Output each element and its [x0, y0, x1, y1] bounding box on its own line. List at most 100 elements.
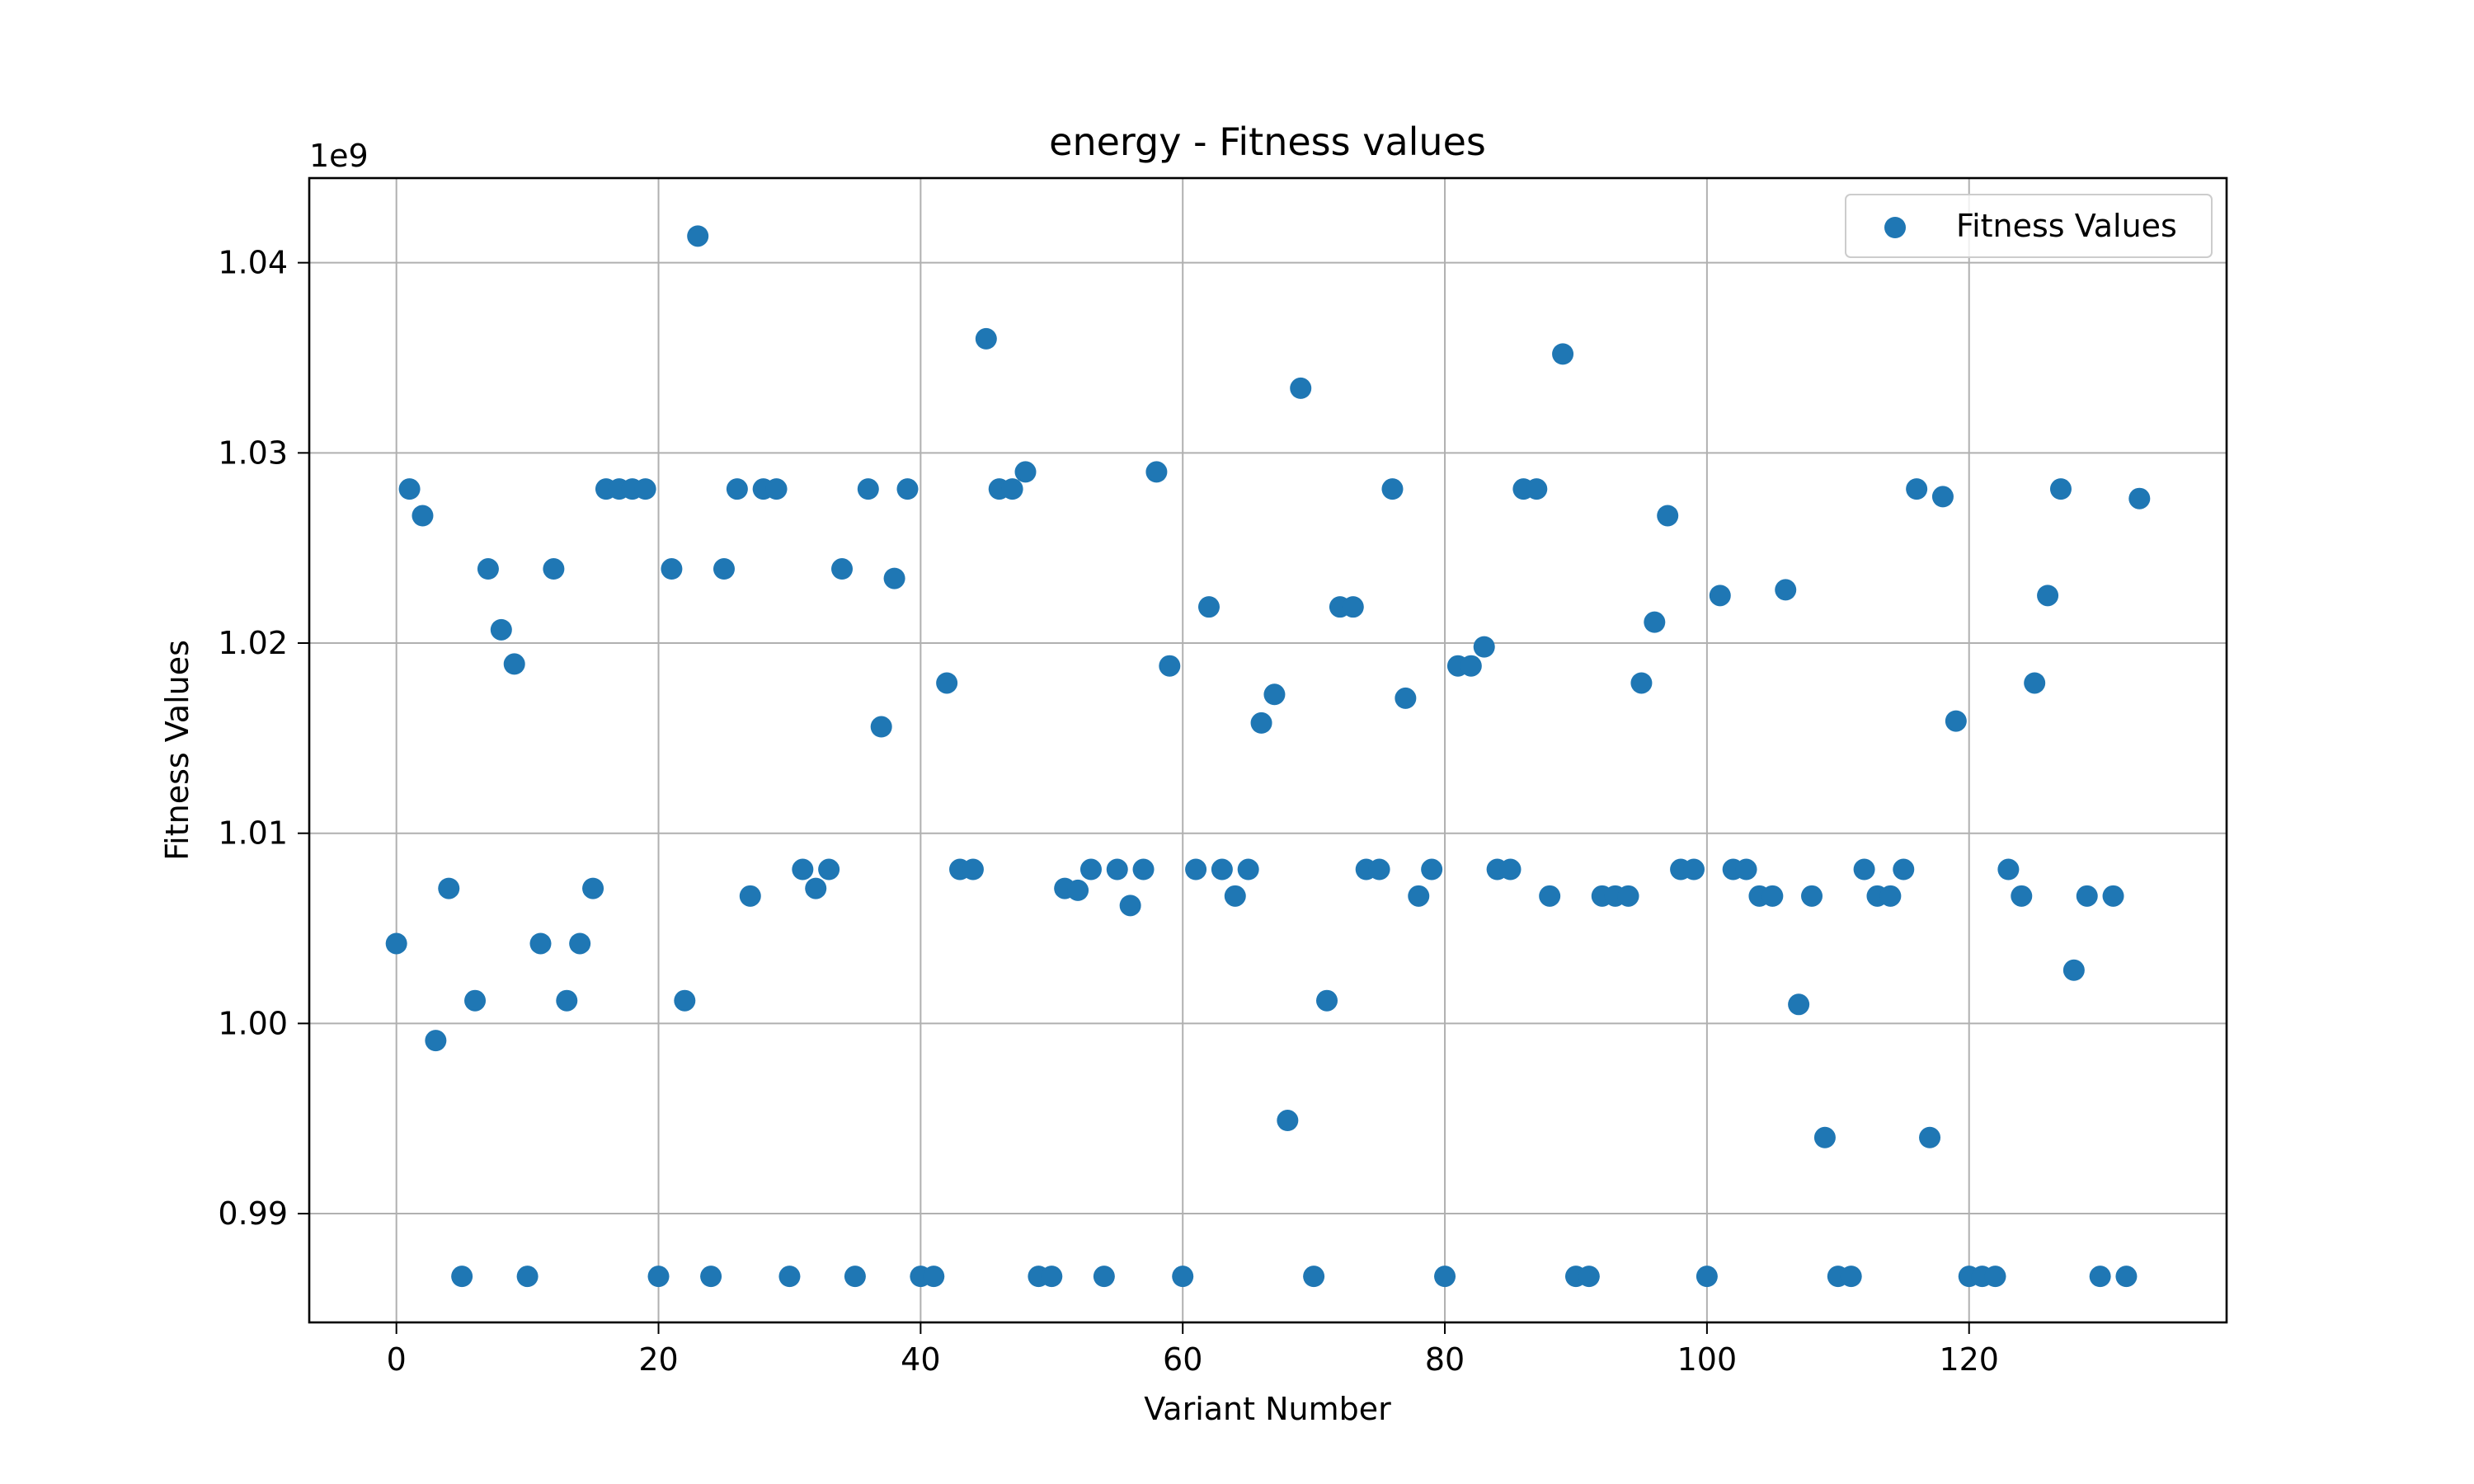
data-point	[543, 558, 565, 580]
data-point	[2089, 1266, 2111, 1288]
data-point	[1316, 989, 1338, 1012]
data-point	[556, 989, 578, 1012]
data-point	[1879, 885, 1902, 907]
data-point	[687, 225, 709, 247]
data-point	[647, 1266, 670, 1288]
legend-box	[1845, 194, 2213, 258]
data-point	[923, 1266, 945, 1288]
data-point	[2037, 585, 2059, 607]
data-point	[831, 558, 854, 580]
data-point	[385, 932, 407, 955]
data-point	[792, 858, 814, 881]
y-tick-label: 1.04	[218, 245, 288, 281]
data-point	[896, 478, 919, 500]
x-axis-ticks: 0 20 40 60 80 100 120	[387, 1322, 1999, 1378]
data-point	[1067, 879, 1089, 901]
data-point	[1813, 1126, 1836, 1148]
data-point	[1997, 858, 2020, 881]
data-point	[1145, 461, 1168, 483]
data-point	[1945, 710, 1967, 732]
data-point	[1172, 1266, 1194, 1288]
y-tick-label: 1.00	[218, 1005, 288, 1041]
data-point	[883, 567, 905, 589]
data-point	[1277, 1110, 1299, 1132]
data-point	[1211, 858, 1233, 881]
data-point	[1263, 683, 1286, 706]
data-point	[1014, 461, 1037, 483]
data-point	[2049, 478, 2072, 500]
data-point	[634, 478, 656, 500]
data-point	[1368, 858, 1390, 881]
data-point	[451, 1266, 473, 1288]
data-point	[1197, 596, 1220, 618]
data-point	[1919, 1126, 1941, 1148]
data-point	[1224, 885, 1246, 907]
data-point	[1119, 895, 1141, 917]
x-tick-label: 60	[1163, 1341, 1202, 1378]
data-point	[1106, 858, 1128, 881]
data-point	[464, 989, 487, 1012]
data-point	[1237, 858, 1259, 881]
data-point	[739, 885, 761, 907]
y-axis-ticks: 0.99 1.00 1.01 1.02 1.03 1.04	[218, 245, 309, 1232]
data-point	[1539, 885, 1561, 907]
data-point	[1788, 993, 1810, 1016]
data-point	[936, 672, 958, 694]
data-point	[870, 716, 892, 738]
data-point	[1041, 1266, 1063, 1288]
data-point	[1578, 1266, 1600, 1288]
data-point	[503, 653, 525, 675]
x-axis-label: Variant Number	[1144, 1391, 1391, 1427]
plot-frame	[308, 176, 2228, 1324]
data-point	[1499, 858, 1522, 881]
y-tick-label: 1.02	[218, 625, 288, 661]
data-point	[1473, 636, 1495, 658]
data-point	[1079, 858, 1102, 881]
data-point	[962, 858, 984, 881]
data-point	[844, 1266, 866, 1288]
data-point	[1630, 672, 1653, 694]
data-point	[1840, 1266, 1862, 1288]
data-point	[398, 478, 421, 500]
data-point	[1342, 596, 1364, 618]
data-point	[490, 618, 512, 641]
data-point	[1775, 579, 1797, 601]
data-point	[1395, 687, 1417, 709]
data-point	[1696, 1266, 1718, 1288]
data-point	[1761, 885, 1784, 907]
data-point	[1801, 885, 1823, 907]
data-point	[1460, 655, 1482, 677]
data-point	[857, 478, 879, 500]
y-tick-label: 1.01	[218, 815, 288, 852]
data-point	[1853, 858, 1875, 881]
data-point	[1250, 711, 1272, 734]
data-point	[1093, 1266, 1115, 1288]
data-point	[661, 558, 683, 580]
data-point	[425, 1030, 447, 1052]
data-point	[2102, 885, 2124, 907]
data-point	[1735, 858, 1757, 881]
data-point	[2011, 885, 2033, 907]
y-axis-scale-label: 1e9	[309, 138, 369, 174]
data-point	[1408, 885, 1430, 907]
data-point	[674, 989, 696, 1012]
data-point	[1893, 858, 1915, 881]
data-point	[2076, 885, 2098, 907]
data-point	[477, 558, 499, 580]
grid-lines	[309, 178, 2227, 1322]
data-point	[975, 327, 997, 350]
data-point	[1931, 486, 1954, 508]
data-point	[1657, 505, 1679, 527]
data-point	[1381, 478, 1404, 500]
data-point	[2062, 959, 2085, 981]
legend-marker	[1884, 217, 1906, 238]
data-point	[1290, 377, 1312, 399]
data-point	[438, 877, 460, 899]
x-tick-label: 40	[901, 1341, 940, 1378]
legend: Fitness Values	[1845, 194, 2213, 258]
data-point	[1421, 858, 1443, 881]
data-point	[1185, 858, 1207, 881]
y-tick-label: 1.03	[218, 434, 288, 471]
y-tick-label: 0.99	[218, 1195, 288, 1232]
